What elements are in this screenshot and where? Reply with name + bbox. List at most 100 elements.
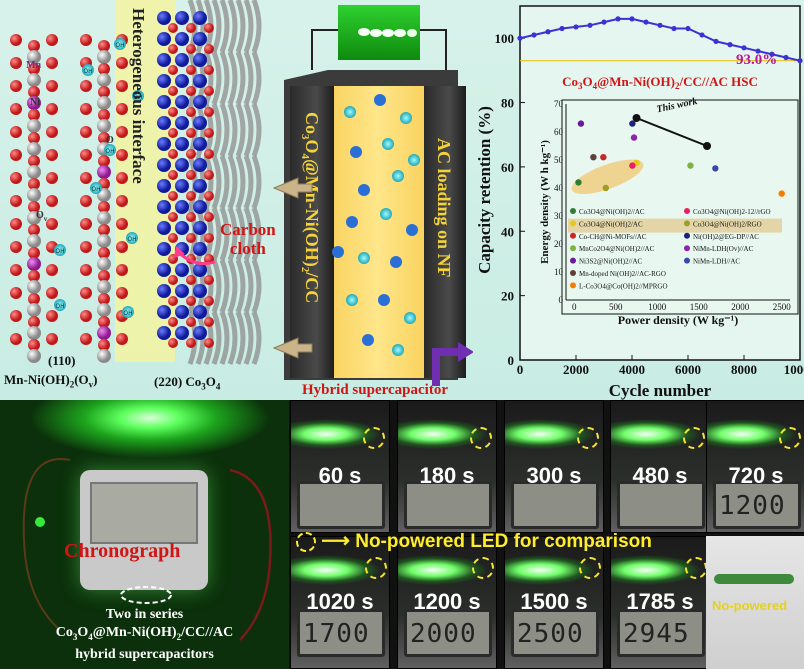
- y-tick-label: 60: [501, 160, 514, 175]
- retention-point: [671, 25, 677, 32]
- legend-marker: [570, 257, 576, 264]
- legend-marker: [570, 220, 576, 227]
- series-caption: Two in series Co3O4@Mn-Ni(OH)2/CC//AC hy…: [55, 607, 234, 662]
- inset-point: [712, 165, 719, 172]
- y-axis-label: Capacity retention (%): [475, 106, 494, 274]
- retention-point: [797, 58, 803, 64]
- elapsed-time-label: 60 s: [318, 463, 362, 488]
- inset-x-tick-label: 2500: [773, 302, 792, 312]
- lcd-display: [617, 609, 705, 657]
- legend-label: Ni3S2@Ni(OH)2//AC: [579, 258, 643, 266]
- inset-point: [778, 190, 785, 197]
- retention-point: [783, 54, 789, 61]
- svg-text:OH: OH: [55, 248, 64, 255]
- arrow-left-icon-2: [272, 337, 313, 359]
- retention-point: [755, 48, 761, 54]
- led-time-tile: 2945 1785 s: [610, 536, 710, 669]
- retention-point: [741, 45, 747, 51]
- legend-marker: [570, 282, 576, 289]
- left-electrode-label: Co3O4@Mn-Ni(OH)2/CC: [299, 112, 322, 303]
- lcd-display: [297, 609, 385, 657]
- x-tick-label: 0: [517, 362, 524, 377]
- carbon-cloth-label: Carbon cloth: [220, 220, 276, 258]
- dashed-circle-icon: [470, 427, 492, 449]
- legend-marker: [570, 270, 576, 276]
- inset-point: [687, 162, 694, 169]
- arrow-right-icon-banner: ⟶: [321, 530, 350, 552]
- atom-label-ni: Ni: [30, 97, 40, 108]
- inset-point: [629, 162, 636, 169]
- photo-grid: Chronograph Two in series Co3O4@Mn-Ni(OH…: [0, 400, 804, 669]
- elapsed-time-label: 1200 s: [413, 589, 481, 614]
- inset-y-tick-label: 10: [554, 267, 564, 277]
- retention-point: [615, 16, 621, 22]
- led-time-tile: 60 s: [290, 400, 390, 533]
- inset-x-tick-label: 500: [609, 302, 623, 312]
- svg-text:OH: OH: [83, 68, 92, 75]
- elapsed-time-label: 180 s: [419, 463, 475, 488]
- arrow-left-icon: [272, 177, 313, 199]
- elapsed-time-label: 1020 s: [306, 589, 374, 614]
- dashed-circle-icon: [365, 557, 387, 579]
- lcd-display: [404, 609, 492, 657]
- x-axis-label: Cycle number: [609, 381, 712, 400]
- inset-point: [600, 154, 607, 161]
- lcd-display: [617, 481, 705, 529]
- retention-point: [643, 19, 649, 25]
- svg-text:OH: OH: [55, 303, 64, 310]
- retention-point: [587, 22, 593, 28]
- y-tick-label: 20: [501, 289, 514, 304]
- retention-point: [657, 22, 663, 28]
- lcd-reading: 2945: [623, 619, 690, 649]
- right-electrode-label: AC loading on NF: [434, 138, 454, 278]
- legend-marker: [684, 257, 690, 264]
- lcd-display: [713, 481, 801, 529]
- inset-x-tick-label: 0: [572, 302, 577, 312]
- atom-label-ov: Ov: [36, 210, 48, 223]
- svg-text:OH: OH: [123, 310, 132, 317]
- retention-point: [573, 24, 579, 30]
- elapsed-time-label: 300 s: [526, 463, 582, 488]
- retention-point: [629, 16, 635, 22]
- lcd-reading: 1200: [719, 491, 786, 521]
- dashed-circle-icon: [779, 427, 801, 449]
- legend-marker: [570, 232, 576, 239]
- inset-y-axis-label: Energy density (W h kg⁻¹): [539, 140, 551, 264]
- inset-y-tick-label: 60: [554, 127, 564, 137]
- chronograph-device: [80, 470, 208, 590]
- arrow-right-icon: [458, 342, 473, 362]
- inset-point: [590, 154, 597, 161]
- retention-point: [713, 38, 719, 45]
- inset-y-tick-label: 20: [554, 239, 564, 249]
- this-work-point: [703, 142, 712, 150]
- led-time-tile: 2000 1200 s: [397, 536, 497, 669]
- crystal-structure-illustration: OH OH OH OH OH OH OH OH OH: [10, 0, 262, 365]
- retention-point: [531, 32, 537, 38]
- led-row-icon: [358, 28, 417, 37]
- y-tick-label: 80: [501, 96, 514, 111]
- legend-label: NiMn-LDH(Ov)//AC: [693, 245, 754, 253]
- legend-marker: [570, 208, 576, 214]
- inset-point: [577, 120, 585, 127]
- retention-point: [545, 29, 551, 35]
- hybrid-supercapacitor-device: Co3O4@Mn-Ni(OH)2/CC AC loading on NF Hyb…: [272, 5, 473, 398]
- legend-label: Co3O4@Ni(OH)2/AC: [579, 220, 643, 228]
- no-powered-photo: No-powered: [706, 536, 804, 669]
- legend-label: Co3O4@Ni(OH)2//AC: [579, 208, 645, 216]
- co3o4-220-label: (220) Co3O4: [154, 374, 221, 392]
- schematic-panel: OH OH OH OH OH OH OH OH OH Heterogeneous interfa…: [0, 0, 804, 400]
- legend-label: Co-CH@Ni-MOFs//AC: [579, 233, 647, 241]
- mn-niooh-ov-label: Mn-Ni(OH)2(Ov): [4, 372, 98, 390]
- facet-110-label: (110): [48, 353, 76, 368]
- led-time-tile: 300 s: [504, 400, 604, 533]
- lcd-display: [511, 609, 599, 657]
- led-time-tile: 480 s: [610, 400, 710, 533]
- y-tick-label: 100: [495, 31, 515, 46]
- legend-marker: [684, 208, 690, 214]
- legend-label: Co3O4@Ni(OH)2/RGO: [693, 220, 762, 228]
- legend-marker: [684, 220, 690, 227]
- inset-y-tick-label: 0: [559, 295, 564, 305]
- dashed-circle-icon: [296, 531, 316, 552]
- legend-label: NiMn-LDH//AC: [693, 258, 740, 266]
- elapsed-time-label: 1785 s: [626, 589, 694, 614]
